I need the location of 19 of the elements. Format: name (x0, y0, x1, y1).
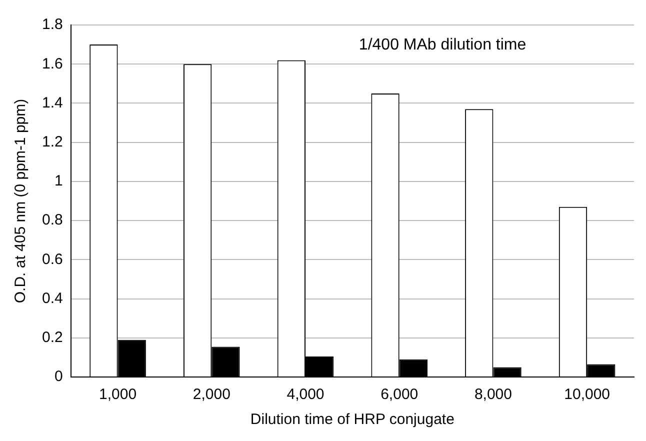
y-tick-label: 1.4 (42, 94, 63, 112)
annotation: 1/400 MAb dilution time (358, 36, 526, 54)
y-tick-label: 0.2 (42, 329, 63, 346)
y-tick-label: 1.8 (42, 16, 63, 34)
y-tick-label: 0.4 (42, 290, 63, 307)
x-tick-label: 1,000 (99, 386, 137, 404)
x-tick-label: 2,000 (192, 386, 230, 404)
y-axis-title: O.D. at 405 nm (0 ppm-1 ppm) (12, 98, 30, 304)
y-tick-label: 1 (54, 172, 63, 190)
y-tick-label: 1.6 (42, 55, 63, 72)
x-tick-label: 4,000 (286, 386, 324, 404)
x-tick-label: 8,000 (474, 386, 512, 404)
y-tick-label: 0.8 (42, 212, 63, 229)
y-tick-label: 0 (54, 368, 63, 386)
x-axis-title: Dilution time of HRP conjugate (250, 411, 454, 428)
x-tick-label: 10,000 (564, 386, 610, 404)
x-tick-label: 6,000 (380, 386, 418, 404)
y-tick-label: 1.2 (42, 133, 63, 150)
y-tick-label: 0.6 (42, 250, 63, 268)
